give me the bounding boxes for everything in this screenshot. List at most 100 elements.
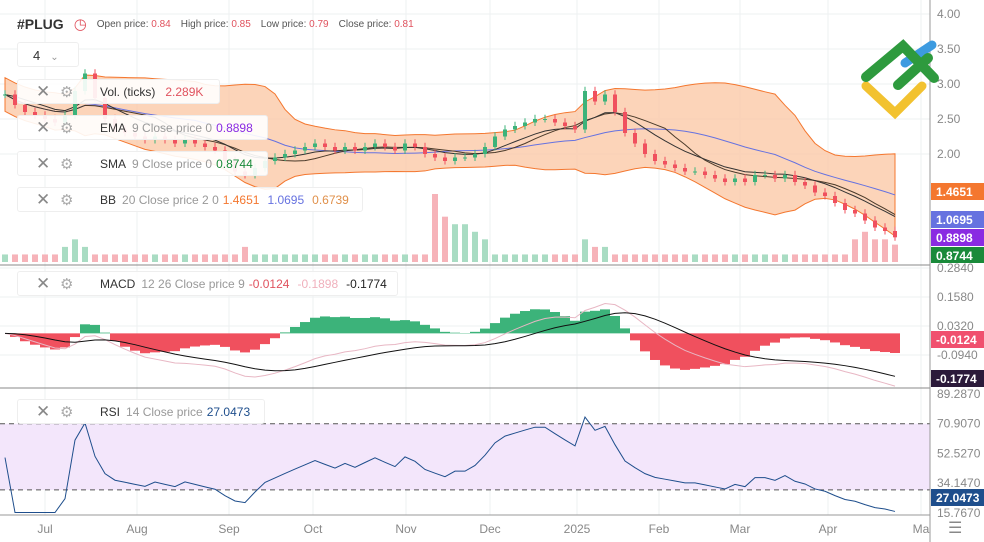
indicator-name: RSI bbox=[100, 404, 121, 419]
indicator-name: MACD bbox=[100, 276, 136, 291]
close-icon[interactable]: ✕ bbox=[36, 401, 51, 421]
volume-bar bbox=[492, 254, 498, 262]
macd-hist-bar bbox=[860, 333, 870, 349]
candle bbox=[733, 178, 737, 182]
volume-bar bbox=[732, 254, 738, 262]
volume-bar bbox=[762, 254, 768, 262]
volume-bar bbox=[322, 254, 328, 262]
clock-icon[interactable]: ◷ bbox=[73, 16, 87, 33]
candle bbox=[723, 178, 727, 182]
macd-hist-bar bbox=[110, 333, 120, 341]
candle bbox=[463, 157, 467, 159]
close-icon[interactable]: ✕ bbox=[36, 189, 51, 209]
volume-bar bbox=[572, 254, 578, 262]
macd-hist-bar bbox=[200, 333, 210, 346]
gear-icon[interactable]: ⚙ bbox=[60, 155, 74, 173]
macd-hist-bar bbox=[390, 320, 400, 334]
candle bbox=[203, 143, 207, 147]
candle bbox=[543, 119, 547, 120]
candle bbox=[583, 91, 587, 130]
macd-hist-bar bbox=[500, 317, 510, 334]
settings-sliders-icon[interactable]: ☰ bbox=[948, 520, 963, 537]
macd-hist-bar bbox=[470, 331, 480, 334]
legend-ema: ✕ ⚙ EMA 9 Close price 0 0.8898 bbox=[17, 115, 268, 140]
close-icon[interactable]: ✕ bbox=[36, 81, 51, 101]
gear-icon[interactable]: ⚙ bbox=[60, 83, 74, 101]
volume-bar bbox=[302, 254, 308, 262]
macd-hist-value: -0.0124 bbox=[248, 276, 290, 291]
indicator-params: 12 26 Close price 9 bbox=[141, 276, 245, 291]
volume-bar bbox=[382, 254, 388, 262]
time-tick-label: Aug bbox=[126, 522, 147, 536]
logo-blue bbox=[900, 40, 937, 68]
volume-bar bbox=[802, 254, 808, 262]
volume-bar bbox=[832, 254, 838, 262]
macd-hist-bar bbox=[220, 333, 230, 347]
time-tick-label: Jul bbox=[37, 522, 52, 536]
volume-bar bbox=[232, 254, 238, 262]
volume-bar bbox=[862, 231, 868, 262]
timeframe-value: 4 bbox=[33, 48, 41, 63]
macd-hist-bar bbox=[330, 317, 340, 334]
volume-bar bbox=[372, 254, 378, 262]
macd-hist-bar bbox=[640, 333, 650, 352]
volume-bar bbox=[352, 254, 358, 262]
volume-bar bbox=[522, 254, 528, 262]
candle bbox=[893, 231, 897, 238]
macd-hist-bar bbox=[140, 333, 150, 354]
macd-hist-bar bbox=[770, 333, 780, 343]
candle bbox=[743, 178, 747, 182]
rsi-tick-label: 70.9070 bbox=[937, 417, 981, 431]
candle bbox=[423, 147, 427, 154]
macd-hist-bar bbox=[420, 324, 430, 334]
close-icon[interactable]: ✕ bbox=[36, 153, 51, 173]
volume-bar bbox=[432, 194, 438, 262]
macd-hist-bar bbox=[740, 333, 750, 357]
candle bbox=[693, 171, 697, 173]
timeframe-dropdown[interactable]: 4 ⌄ bbox=[17, 42, 79, 67]
bb-middle-tag: 1.0695 bbox=[931, 211, 984, 228]
macd-hist-bar bbox=[40, 333, 50, 348]
macd-hist-bar bbox=[680, 333, 690, 370]
macd-hist-bar bbox=[290, 326, 300, 334]
volume-bar bbox=[32, 254, 38, 262]
gear-icon[interactable]: ⚙ bbox=[60, 403, 74, 421]
indicator-value: 27.0473 bbox=[206, 404, 251, 419]
macd-hist-bar bbox=[890, 333, 900, 353]
macd-hist-bar bbox=[790, 333, 800, 338]
macd-hist-bar bbox=[610, 315, 620, 334]
gear-icon[interactable]: ⚙ bbox=[60, 191, 74, 209]
close-icon[interactable]: ✕ bbox=[36, 117, 51, 137]
candle bbox=[283, 154, 287, 158]
volume-bar bbox=[12, 254, 18, 262]
volume-bar bbox=[312, 254, 318, 262]
macd-hist-bar bbox=[660, 333, 670, 366]
macd-hist-bar bbox=[430, 328, 440, 334]
legend-rsi: ✕ ⚙ RSI 14 Close price 27.0473 bbox=[17, 399, 265, 424]
volume-bar bbox=[632, 254, 638, 262]
high-label: High price: bbox=[180, 18, 229, 30]
candle bbox=[493, 136, 497, 147]
candle bbox=[683, 168, 687, 172]
gear-icon[interactable]: ⚙ bbox=[60, 275, 74, 293]
macd-hist-bar bbox=[880, 333, 890, 353]
macd-hist-bar bbox=[870, 333, 880, 352]
rsi-tick-label: 34.1470 bbox=[937, 476, 981, 490]
chevron-down-icon: ⌄ bbox=[50, 52, 59, 63]
candle bbox=[333, 147, 337, 151]
macd-hist-tag: -0.0124 bbox=[931, 331, 984, 348]
close-icon[interactable]: ✕ bbox=[36, 273, 51, 293]
legend-volume: ✕ ⚙ Vol. (ticks) 2.289K bbox=[17, 79, 220, 104]
open-label: Open price: bbox=[96, 18, 149, 30]
macd-hist-bar bbox=[60, 333, 70, 348]
macd-hist-bar bbox=[340, 316, 350, 334]
rsi-tick-label: 52.5270 bbox=[937, 446, 981, 460]
candle bbox=[23, 105, 27, 112]
ema-tag: 0.8898 bbox=[931, 229, 984, 246]
macd-hist-bar bbox=[120, 333, 130, 347]
symbol-title: #PLUG bbox=[17, 16, 64, 32]
volume-bar bbox=[202, 254, 208, 262]
gear-icon[interactable]: ⚙ bbox=[60, 119, 74, 137]
low-label: Low price: bbox=[260, 18, 307, 30]
volume-bar bbox=[412, 254, 418, 262]
